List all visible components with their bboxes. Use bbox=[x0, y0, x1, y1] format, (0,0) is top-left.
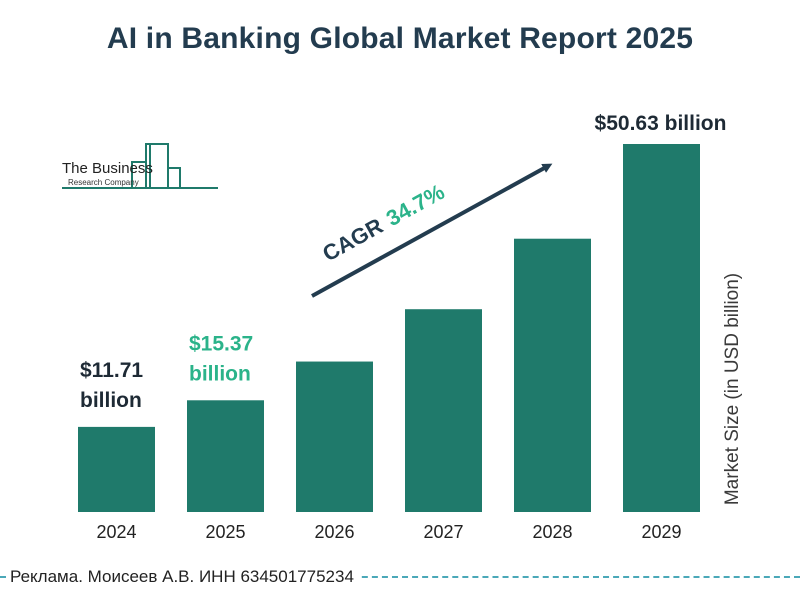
logo-subtext: Research Company bbox=[68, 178, 139, 187]
cagr-value: 34.7% bbox=[382, 179, 449, 231]
data-label-2024: billion bbox=[80, 389, 142, 412]
bar-chart: 2024 2025 2026 2027 2028 2029 $11.71 billion $1… bbox=[78, 112, 727, 542]
bar-2029 bbox=[623, 144, 700, 512]
chart-title: AI in Banking Global Market Report 2025 bbox=[106, 22, 694, 55]
cagr-arrow bbox=[311, 163, 553, 298]
y-axis-label: Market Size (in USD billion) bbox=[722, 272, 743, 506]
logo-text: The Business bbox=[62, 160, 153, 177]
x-tick-label: 2027 bbox=[423, 522, 463, 542]
bar-2024 bbox=[78, 426, 155, 512]
bar-2026 bbox=[296, 361, 373, 512]
footer: Реклама. Моисеев А.В. ИНН 634501775234 bbox=[0, 563, 800, 589]
logo-buildings-icon bbox=[62, 143, 218, 189]
data-label-2025: $15.37 bbox=[189, 332, 253, 355]
bar-2025 bbox=[187, 400, 264, 512]
data-label-2029: $50.63 billion bbox=[595, 112, 727, 135]
x-tick-label: 2024 bbox=[96, 522, 136, 542]
x-tick-label: 2025 bbox=[205, 522, 245, 542]
footer-ad-text: Реклама. Моисеев А.В. ИНН 634501775234 bbox=[10, 567, 358, 587]
x-tick-label: 2029 bbox=[641, 522, 681, 542]
bar-2027 bbox=[405, 309, 482, 512]
bar-2028 bbox=[514, 238, 591, 512]
company-logo: The Business Research Company bbox=[62, 140, 222, 192]
footer-dashed-divider bbox=[0, 576, 800, 578]
data-label-2025: billion bbox=[189, 362, 251, 385]
x-tick-label: 2028 bbox=[532, 522, 572, 542]
x-tick-label: 2026 bbox=[314, 522, 354, 542]
cagr-label: CAGR34.7% bbox=[318, 179, 448, 266]
data-label-2024: $11.71 bbox=[80, 359, 143, 382]
